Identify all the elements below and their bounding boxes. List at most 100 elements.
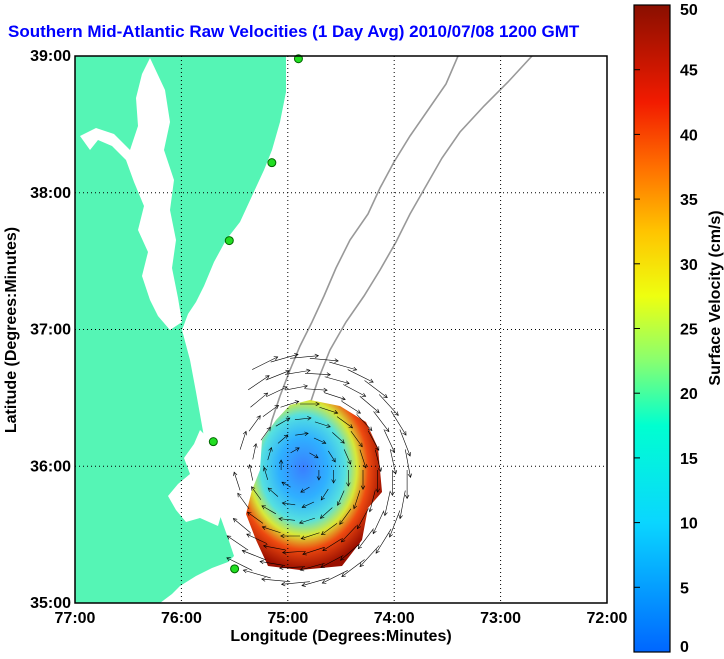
vector-arrow	[364, 380, 388, 398]
x-tick-label: 77:00	[55, 610, 96, 627]
station-marker	[208, 437, 218, 447]
vector-arrow	[267, 447, 272, 461]
vector-arrow	[226, 557, 253, 571]
vector-arrow-head	[237, 492, 242, 498]
vector-arrow-head	[375, 549, 380, 554]
vector-arrow	[389, 449, 396, 475]
bay-water	[80, 58, 182, 330]
vector-arrow	[265, 370, 290, 381]
vector-arrow	[341, 559, 365, 577]
vector-arrow	[341, 525, 357, 543]
vector-arrow-head	[300, 535, 306, 540]
vector-arrow-head	[315, 401, 320, 407]
vector-arrow-head	[246, 511, 252, 516]
x-tick-label: 74:00	[374, 610, 415, 627]
vector-arrow	[359, 395, 380, 413]
vector-arrow-head	[388, 533, 393, 538]
vector-arrow	[343, 449, 351, 465]
vector-arrow-head	[361, 392, 367, 397]
vector-arrow	[250, 392, 268, 408]
vector-arrow	[399, 490, 406, 519]
vector-arrow	[294, 417, 312, 420]
vector-arrow-head	[233, 471, 238, 477]
vector-arrow-head	[253, 443, 258, 448]
vector-arrow-head	[340, 556, 345, 561]
vector-arrow-head	[331, 457, 336, 463]
vector-arrow-head	[263, 392, 269, 397]
vector-arrow-head	[241, 549, 247, 554]
vector-arrow-head	[348, 424, 354, 429]
vector-arrow	[302, 547, 325, 555]
vector-arrow	[237, 493, 250, 509]
vector-arrow	[277, 434, 289, 444]
vector-arrow-head	[319, 514, 325, 519]
vector-arrow-head	[301, 504, 307, 509]
vector-arrow-head	[278, 459, 284, 464]
vector-arrow-head	[283, 386, 288, 391]
vector-arrow-head	[246, 533, 251, 538]
y-axis-label: Latitude (Degrees:Minutes)	[3, 227, 20, 433]
vector-arrow	[369, 490, 376, 512]
vector-arrow-head	[357, 524, 361, 530]
vector-arrow-head	[385, 427, 390, 433]
vector-arrow-head	[298, 519, 304, 525]
vector-arrow	[300, 562, 325, 571]
vector-arrow-head	[242, 430, 248, 436]
vector-arrow-head	[281, 501, 287, 506]
vector-arrow-head	[226, 535, 232, 540]
station-marker	[230, 564, 240, 574]
vector-arrow	[320, 555, 344, 568]
y-tick-label: 36:00	[30, 458, 71, 475]
vector-arrow	[290, 447, 300, 454]
vector-arrow	[353, 490, 361, 509]
vector-arrow	[301, 501, 315, 508]
x-tick-labels: 77:00 76:00 75:00 74:00 73:00 72:00	[55, 610, 628, 627]
vector-arrow	[404, 449, 411, 478]
vector-arrow-head	[320, 495, 325, 501]
vector-arrow	[359, 449, 367, 468]
vector-arrow-head	[345, 380, 350, 385]
vector-arrow	[313, 437, 326, 444]
vector-arrow	[336, 416, 353, 429]
vector-arrow-head	[281, 481, 286, 486]
vector-arrow-head	[262, 466, 268, 472]
vector-arrow	[322, 570, 348, 584]
vector-arrow	[341, 401, 361, 414]
vector-arrow-head	[375, 446, 380, 451]
vector-arrow-head	[302, 551, 307, 556]
vector-arrow	[239, 431, 247, 450]
vector-arrow	[226, 535, 249, 551]
vector-arrow-head	[352, 366, 358, 372]
vector-arrow-head	[357, 544, 362, 550]
vector-arrow-head	[299, 567, 305, 572]
x-tick-label: 73:00	[480, 610, 521, 627]
vector-arrow	[259, 561, 286, 566]
vector-arrow-head	[360, 485, 366, 490]
vector-arrow-head	[320, 530, 326, 536]
vector-arrow	[285, 385, 308, 391]
x-axis-label: Longitude (Degrees:Minutes)	[230, 628, 451, 645]
vector-arrow-head	[341, 396, 346, 401]
vector-arrow-head	[294, 400, 300, 405]
vector-arrow-head	[267, 487, 273, 492]
vector-arrow	[323, 392, 346, 400]
vector-arrow	[299, 517, 316, 524]
vector-arrow	[301, 532, 320, 539]
vector-arrow-head	[368, 507, 373, 513]
vector-arrow	[279, 566, 306, 569]
vector-arrow	[281, 581, 310, 585]
vector-arrow-head	[261, 577, 266, 582]
vector-arrow-head	[394, 411, 399, 416]
vector-arrow	[251, 486, 262, 500]
vector-arrow	[267, 487, 279, 497]
vector-arrow	[319, 406, 338, 414]
vector-arrow	[301, 577, 330, 586]
vector-arrow	[252, 443, 257, 460]
y-tick-label: 37:00	[30, 322, 71, 339]
vector-arrow-head	[372, 529, 377, 535]
vector-arrow-head	[369, 378, 374, 383]
vector-arrow-head	[273, 356, 279, 361]
vector-arrow	[300, 486, 310, 493]
vector-arrow-head	[398, 514, 403, 520]
